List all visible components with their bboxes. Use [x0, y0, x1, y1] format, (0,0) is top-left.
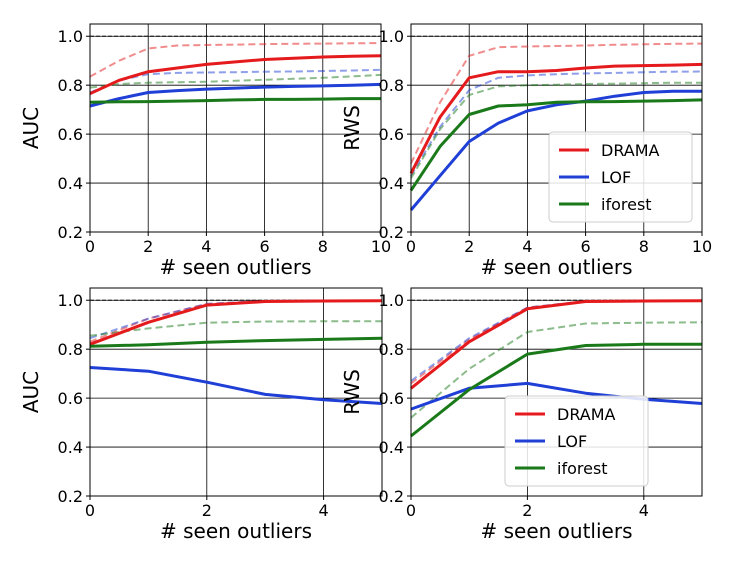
series-line-iforest-dashed	[89, 320, 382, 337]
series-line-iforest-solid	[89, 336, 383, 348]
legend-label-lof: LOF	[601, 168, 631, 187]
y-tick-label: 0.8	[58, 340, 83, 359]
series-line-lof-dashed	[410, 70, 703, 177]
series-line-lof-solid	[410, 381, 703, 411]
plot-frame	[410, 23, 703, 233]
series-line-iforest-dashed	[410, 81, 702, 179]
series-line-drama-dashed	[410, 42, 703, 164]
y-tick-label: 0.6	[379, 389, 404, 408]
x-tick-label: 4	[201, 237, 211, 256]
y-tick-label: 1.0	[58, 291, 83, 310]
y-tick-label: 0.2	[379, 487, 404, 506]
series-line-iforest-solid	[409, 98, 703, 192]
y-tick-label: 0.4	[58, 174, 83, 193]
legend-label-iforest: iforest	[601, 195, 652, 214]
x-tick-label: 4	[319, 501, 329, 520]
x-tick-label: 10	[692, 237, 712, 256]
series-line-lof-solid	[89, 366, 383, 405]
y-tick-label: 0.8	[379, 340, 404, 359]
x-tick-label: 2	[143, 237, 153, 256]
x-axis-label: # seen outliers	[160, 255, 312, 279]
series-line-iforest-solid	[410, 342, 702, 438]
y-tick-label: 0.4	[379, 174, 404, 193]
legend-label-iforest: iforest	[557, 459, 608, 478]
x-tick-label: 0	[406, 501, 416, 520]
x-tick-label: 6	[581, 237, 591, 256]
panel-bottom-left: 0 2 4 0.2 0.4 0.6 0.8 1.0 # seen outliers AUC	[19, 287, 383, 543]
y-tick-label: 0.8	[58, 76, 83, 95]
x-tick-label: 0	[85, 237, 95, 256]
x-tick-label: 0	[406, 237, 416, 256]
x-axis-label: # seen outliers	[481, 255, 633, 279]
legend-box	[548, 131, 693, 223]
y-tick-label: 0.6	[58, 389, 83, 408]
series-line-lof-dashed	[89, 299, 383, 340]
plot-frame	[89, 23, 382, 233]
y-tick-label: 0.6	[58, 125, 83, 144]
series-line-iforest-solid	[89, 97, 381, 104]
legend-label-drama: DRAMA	[557, 405, 616, 424]
x-tick-label: 8	[639, 237, 649, 256]
y-tick-label: 0.4	[379, 438, 404, 457]
x-tick-label: 2	[522, 501, 532, 520]
x-tick-label: 6	[260, 237, 270, 256]
y-tick-label: 1.0	[379, 27, 404, 46]
y-tick-label: 0.6	[379, 125, 404, 144]
x-tick-label: 0	[85, 501, 95, 520]
x-tick-label: 2	[202, 501, 212, 520]
legend: DRAMA LOF iforest	[548, 131, 693, 223]
y-tick-label: 0.8	[379, 76, 404, 95]
x-tick-label: 2	[464, 237, 474, 256]
y-tick-label: 0.4	[58, 438, 83, 457]
series-line-lof-dashed	[410, 299, 703, 382]
series-line-drama-solid	[89, 54, 382, 96]
panel-top-right: 0 2 4 6 8 100.20.40.60.81.0# seen outliersRWS…	[340, 23, 712, 279]
y-tick-label: 1.0	[58, 27, 83, 46]
series-line-iforest-dashed	[89, 73, 382, 89]
series-line-drama-dashed	[410, 299, 703, 385]
y-tick-label: 0.2	[58, 223, 83, 242]
series-line-drama-solid	[89, 299, 383, 346]
x-tick-label: 4	[522, 237, 532, 256]
series-line-lof-solid	[409, 89, 702, 211]
x-tick-label: 8	[318, 237, 328, 256]
x-axis-label: # seen outliers	[160, 519, 312, 543]
y-axis-label: AUC	[19, 371, 43, 413]
plot-frame	[89, 287, 383, 497]
y-tick-label: 0.2	[379, 223, 404, 242]
y-tick-label: 1.0	[379, 291, 404, 310]
series-line-lof-dashed	[89, 68, 382, 94]
series-line-drama-solid	[409, 62, 703, 174]
x-axis-label: # seen outliers	[481, 519, 633, 543]
y-axis-label: AUC	[19, 107, 43, 149]
legend-box	[504, 395, 649, 487]
legend-label-drama: DRAMA	[601, 141, 660, 160]
y-axis-label: RWS	[340, 105, 364, 151]
legend-label-lof: LOF	[557, 432, 587, 451]
series-line-lof-solid	[89, 82, 382, 108]
panel-top-left: 0 2 4 6 8 10 0.2 0.4 0.6 0.8 1.0 # seen outliers AUC	[19, 23, 391, 279]
y-tick-label: 0.2	[58, 487, 83, 506]
legend: DRAMA LOF iforest	[504, 395, 649, 487]
x-tick-label: 10	[371, 237, 391, 256]
y-axis-label: RWS	[340, 369, 364, 415]
x-tick-label: 4	[639, 501, 649, 520]
panel-bottom-right: 0 2 4 0.2 0.4 0.6 0.8 1.0 # seen outliers RWS DRAM…	[340, 287, 703, 543]
plot-frame	[410, 287, 703, 497]
series-line-drama-solid	[410, 299, 703, 390]
